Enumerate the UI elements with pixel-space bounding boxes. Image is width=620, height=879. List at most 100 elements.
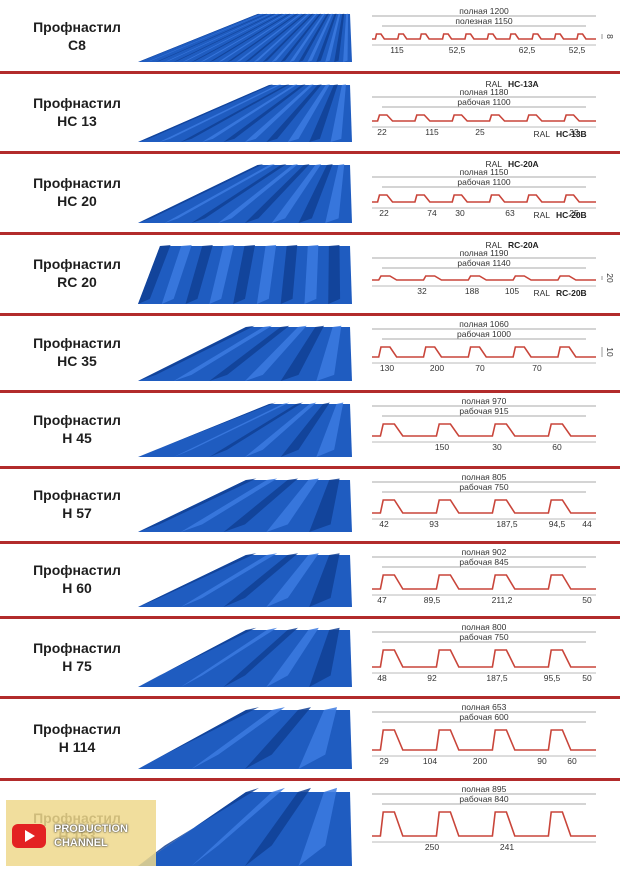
profile-code: Н 75 — [62, 657, 92, 674]
sheet-rib — [138, 84, 274, 142]
cross-section-diagram: полная 805 рабочая 750 42 93 187,5 94,5 44 — [362, 472, 616, 540]
sheet-rib — [138, 325, 255, 381]
cross-section-diagram: полная 1060 рабочая 1000 130 200 70 70 10 — [362, 319, 616, 389]
overall-width-label: полная 653 — [462, 702, 507, 712]
sheet-rib — [223, 84, 306, 142]
profile-row: Профнастил Н 45 полная 970 рабочая 915 150 30… — [0, 394, 620, 467]
row-divider — [0, 466, 620, 469]
pitch-dimension-label: 63 — [505, 208, 515, 218]
ral-bottom-label: RAL — [533, 288, 550, 298]
sheet-illustration — [130, 396, 362, 465]
overall-width-label: полная 1180 — [460, 87, 509, 97]
profile-title: Профнастил Н 60 — [22, 561, 132, 597]
sheet-illustration — [130, 622, 362, 695]
pitch-dimension-label: 95,5 — [544, 673, 561, 683]
working-width-label: рабочая 1000 — [457, 329, 511, 339]
pitch-dimension-label: 48 — [377, 673, 387, 683]
pitch-dimension-label: 52,5 — [449, 45, 466, 55]
sheet-rib — [245, 164, 310, 223]
sheet-rib — [289, 13, 325, 62]
sheet-rib — [191, 787, 285, 866]
cross-section-diagram: полная 902 рабочая 845 47 89,5 211,2 50 — [362, 547, 616, 615]
profile-outline — [372, 574, 596, 590]
sheet-illustration — [130, 702, 362, 777]
overall-width-label: полная 970 — [462, 396, 507, 406]
row-divider — [0, 71, 620, 74]
overall-width-label: полная 805 — [462, 472, 507, 482]
profile-outline — [372, 275, 596, 281]
pitch-dimension-label: 94,5 — [549, 519, 566, 529]
sheet-rib — [334, 13, 345, 62]
sheet-illustration — [130, 547, 362, 615]
profile-type-label: Профнастил — [33, 175, 121, 191]
pitch-dimension-label: 25 — [475, 127, 485, 137]
sheet-rib — [138, 13, 260, 62]
pitch-dimension-label: 33 — [569, 127, 579, 137]
sheet-rib — [180, 627, 278, 687]
sheet-rib — [298, 164, 333, 223]
ral-top-label: RAL — [485, 240, 502, 250]
pitch-dimension-label: 52,5 — [569, 45, 586, 55]
profile-outline — [372, 649, 596, 668]
pitch-dimension-label: 187,5 — [496, 519, 518, 529]
rib-height-label: 10 — [605, 347, 615, 357]
sheet-rib — [280, 325, 324, 381]
sheet-rib — [245, 707, 311, 769]
profile-row: Профнастил НС 35 полная 1060 рабочая 1000 13… — [0, 317, 620, 391]
channel-name-line-1: PRODUCTION — [54, 823, 128, 835]
profile-outline — [372, 811, 596, 837]
pitch-dimension-label: 60 — [552, 442, 562, 452]
sheet-rib — [325, 13, 341, 62]
working-width-label: рабочая 750 — [459, 482, 508, 492]
rib-height-label: 8 — [605, 34, 615, 39]
profile-type-label: Профнастил — [33, 94, 121, 111]
ral-bottom-label: RAL — [533, 210, 550, 220]
sheet-rib — [253, 13, 310, 62]
cross-section-diagram: полная 1180 рабочая 1100 22 115 25 33 RAL HC-13… — [362, 77, 616, 150]
sheet-rib — [266, 553, 319, 607]
profile-title: Профнастил Н 45 — [22, 411, 132, 447]
pitch-dimension-label: 44 — [582, 519, 592, 529]
sheet-rib — [309, 553, 340, 607]
profile-outline — [372, 194, 596, 203]
sheet-rib — [223, 627, 298, 687]
profile-title: Профнастил Н 75 — [22, 639, 132, 675]
profile-row: Профнастил С8 полная 1200 полезная 1150 115 5… — [0, 4, 620, 72]
profile-outline — [372, 346, 596, 358]
pitch-dimension-label: 89,5 — [424, 595, 441, 605]
pitch-dimension-label: 25 — [569, 208, 579, 218]
rib-height-label: 20 — [605, 273, 615, 283]
profile-code: Н 45 — [62, 429, 92, 446]
cross-section-diagram: полная 895 рабочая 840 250 241 — [362, 784, 616, 874]
profile-type-label: Профнастил — [33, 487, 121, 503]
coating-side-b-code: HC-20B — [556, 210, 587, 220]
row-divider — [0, 541, 620, 544]
sheet-rib — [262, 13, 314, 62]
sheet-rib — [209, 13, 291, 62]
sheet-rib — [164, 164, 275, 223]
pitch-dimension-label: 60 — [567, 756, 577, 766]
profile-type-label: Профнастил — [33, 335, 121, 351]
sheet-illustration — [130, 784, 362, 874]
overall-width-label: полная 1150 — [460, 167, 509, 177]
pitch-dimension-label: 32 — [417, 286, 427, 296]
overall-width-label: полная 1200 — [459, 6, 509, 16]
pitch-dimension-label: 30 — [455, 208, 465, 218]
profile-code: Н 60 — [62, 580, 92, 596]
pitch-dimension-label: 150 — [435, 442, 449, 452]
working-width-label: рабочая 750 — [459, 632, 508, 642]
profile-type-label: Профнастил — [33, 562, 121, 578]
profile-code: НС 13 — [57, 112, 97, 129]
sheet-rib — [245, 787, 311, 866]
sheet-rib — [138, 478, 257, 532]
working-width-label: рабочая 915 — [459, 406, 508, 416]
pitch-dimension-label: 90 — [537, 756, 547, 766]
working-width-label: рабочая 1140 — [457, 258, 511, 268]
profile-title: Профнастил С8 — [22, 18, 132, 54]
profile-row: Профнастил Н 114 полная 653 рабочая 600 29 10… — [0, 700, 620, 779]
pitch-dimension-label: 22 — [377, 127, 387, 137]
pitch-dimension-label: 30 — [492, 442, 502, 452]
overall-width-label: полная 800 — [462, 622, 507, 632]
pitch-dimension-label: 74 — [427, 208, 437, 218]
